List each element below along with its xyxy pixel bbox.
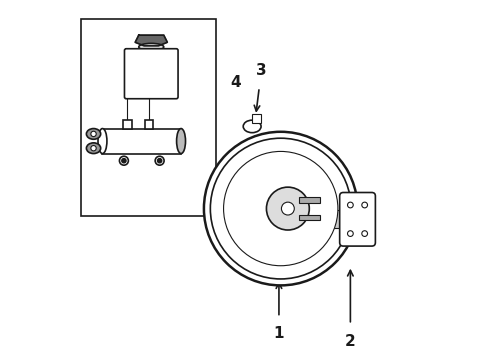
Text: 4: 4 xyxy=(231,75,242,90)
Circle shape xyxy=(157,158,162,163)
Circle shape xyxy=(210,138,351,279)
Ellipse shape xyxy=(86,129,100,139)
Circle shape xyxy=(347,202,353,208)
Bar xyxy=(317,210,343,228)
Circle shape xyxy=(204,132,358,285)
Text: 1: 1 xyxy=(274,327,284,342)
Bar xyxy=(298,215,320,220)
FancyBboxPatch shape xyxy=(340,193,375,246)
Bar xyxy=(102,129,181,154)
Circle shape xyxy=(281,202,294,215)
Bar xyxy=(145,120,153,129)
Circle shape xyxy=(267,187,309,230)
Ellipse shape xyxy=(91,131,96,136)
Ellipse shape xyxy=(98,129,107,154)
FancyBboxPatch shape xyxy=(124,49,178,99)
Bar xyxy=(252,114,261,123)
Circle shape xyxy=(347,231,353,237)
Text: 3: 3 xyxy=(256,63,267,78)
Ellipse shape xyxy=(91,145,96,151)
Text: 2: 2 xyxy=(345,334,356,348)
Circle shape xyxy=(223,152,338,266)
Circle shape xyxy=(362,202,368,208)
Ellipse shape xyxy=(86,143,100,154)
Bar xyxy=(81,19,217,216)
Circle shape xyxy=(362,231,368,237)
Ellipse shape xyxy=(139,43,164,50)
Ellipse shape xyxy=(176,129,186,154)
Bar xyxy=(298,197,320,203)
Bar xyxy=(123,120,132,129)
Ellipse shape xyxy=(243,120,261,133)
Ellipse shape xyxy=(120,156,128,165)
Ellipse shape xyxy=(155,156,164,165)
Polygon shape xyxy=(135,35,168,46)
Circle shape xyxy=(122,158,126,163)
